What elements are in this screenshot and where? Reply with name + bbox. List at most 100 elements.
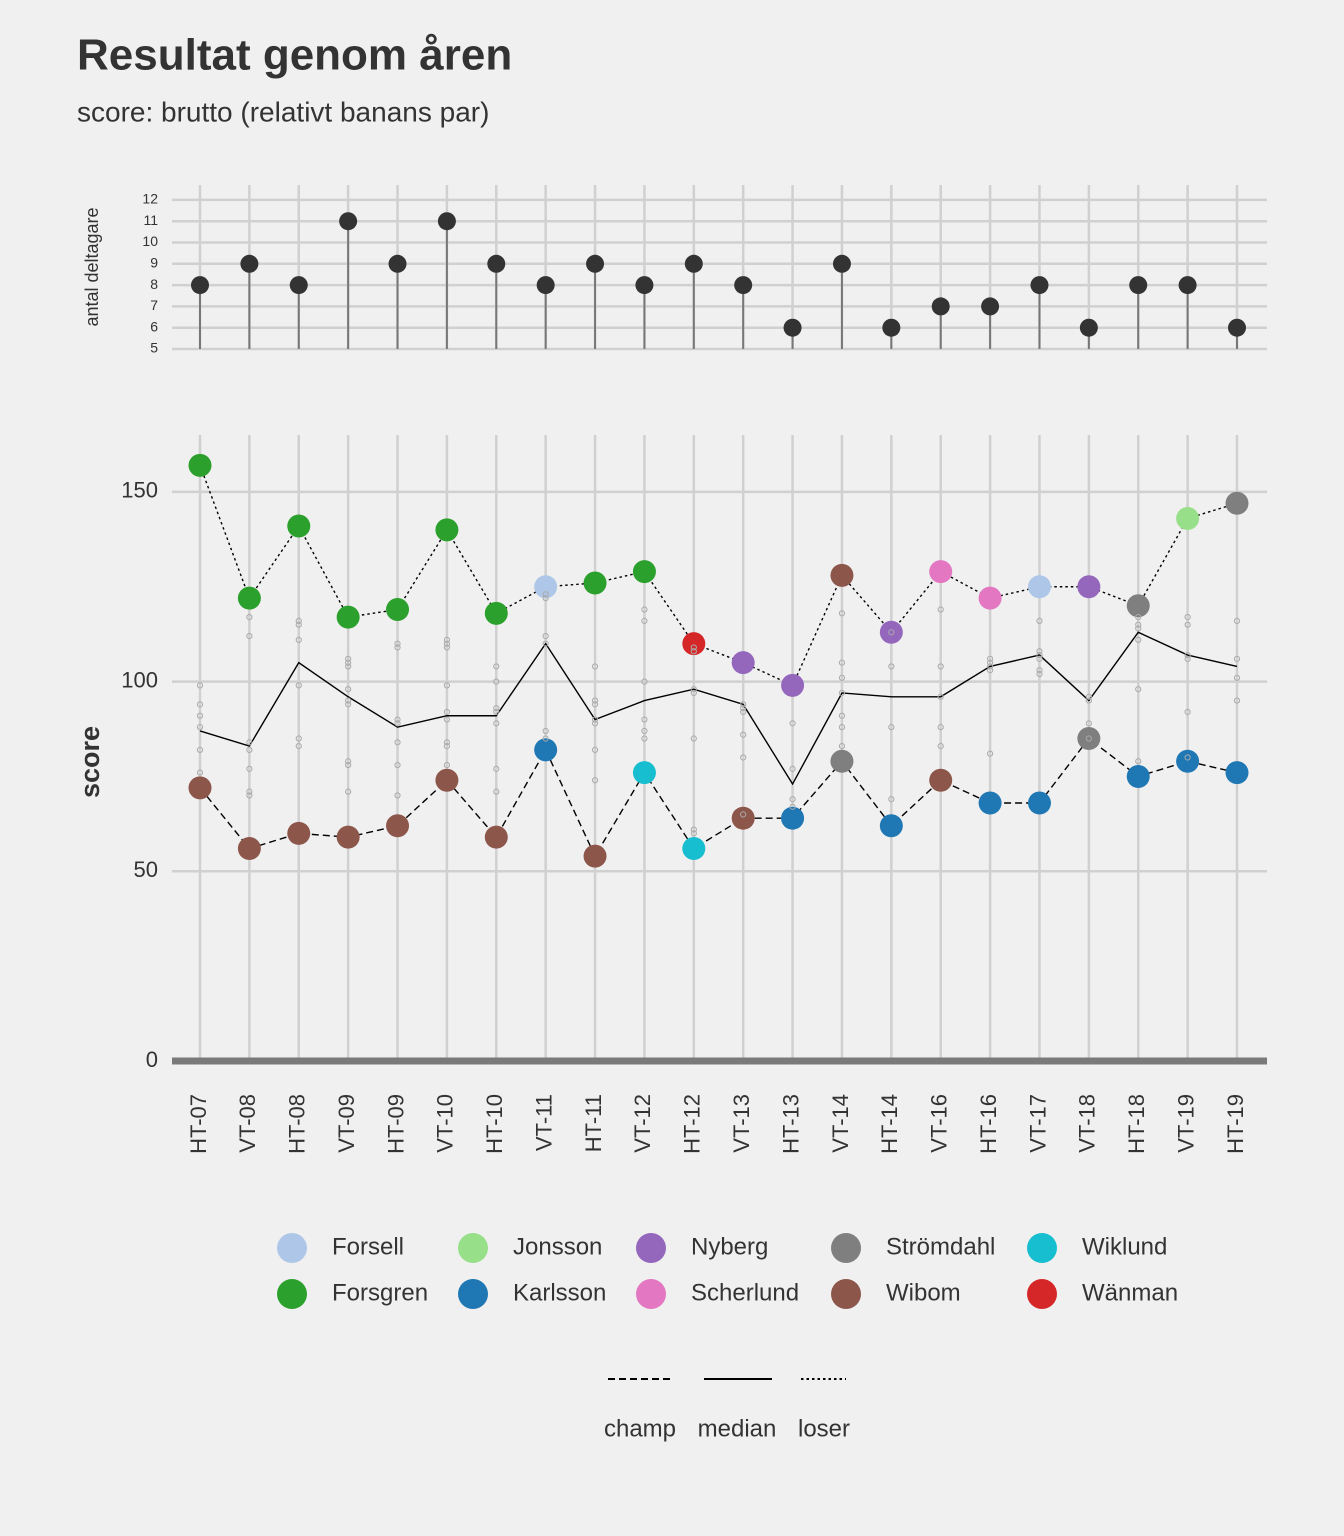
x-tick-label: VT-19 bbox=[1173, 1094, 1198, 1153]
y-axis-label: score bbox=[75, 726, 105, 798]
participant-point bbox=[641, 735, 648, 742]
legend-swatch bbox=[831, 1233, 861, 1263]
participant-point bbox=[345, 686, 352, 693]
y-tick-label: 5 bbox=[150, 340, 158, 356]
legend-swatch bbox=[458, 1233, 488, 1263]
participant-point bbox=[345, 697, 352, 704]
legend-label: Forsell bbox=[332, 1233, 404, 1260]
participant-point bbox=[246, 765, 253, 772]
participant-point bbox=[1184, 754, 1191, 761]
participant-point bbox=[295, 682, 302, 689]
legend-label: Karlsson bbox=[513, 1279, 606, 1306]
participant-point bbox=[542, 727, 549, 735]
x-tick-label: VT-18 bbox=[1075, 1094, 1100, 1153]
participant-point bbox=[345, 758, 352, 765]
point bbox=[931, 297, 950, 316]
player-point bbox=[731, 651, 755, 675]
participant-point bbox=[196, 701, 204, 708]
x-tick-label: VT-08 bbox=[235, 1094, 260, 1153]
participant-point bbox=[591, 746, 599, 753]
participant-point bbox=[740, 705, 747, 712]
point bbox=[783, 318, 802, 337]
point bbox=[734, 276, 753, 295]
player-point bbox=[781, 806, 805, 830]
participant-point bbox=[789, 803, 796, 810]
player-point bbox=[386, 598, 410, 622]
participant-point bbox=[1036, 667, 1043, 674]
y-tick-label: 150 bbox=[121, 478, 158, 503]
point bbox=[684, 254, 703, 273]
participant-point bbox=[345, 655, 352, 662]
legend-swatch bbox=[277, 1233, 307, 1263]
player-point bbox=[534, 738, 558, 762]
player-point bbox=[484, 825, 508, 849]
player-point bbox=[1126, 764, 1150, 788]
participant-point bbox=[986, 667, 994, 674]
y-tick-label: 6 bbox=[150, 318, 158, 334]
participant-point bbox=[789, 796, 796, 803]
player-point bbox=[534, 575, 558, 599]
participant-point bbox=[690, 830, 697, 837]
participant-point bbox=[740, 731, 747, 738]
legend-label: Wänman bbox=[1082, 1279, 1178, 1306]
player-point bbox=[386, 814, 410, 838]
legend-swatch bbox=[458, 1279, 488, 1309]
y-tick-label: 0 bbox=[146, 1047, 158, 1072]
participant-point bbox=[246, 746, 253, 753]
participant-point bbox=[1135, 758, 1142, 765]
point bbox=[536, 276, 555, 295]
legend-swatch bbox=[277, 1279, 307, 1309]
participant-point bbox=[740, 811, 747, 818]
player-point bbox=[731, 806, 755, 830]
participant-point bbox=[345, 701, 352, 708]
x-tick-label: HT-12 bbox=[680, 1094, 705, 1154]
y-tick-label: 11 bbox=[143, 212, 158, 228]
participant-point bbox=[1036, 617, 1043, 625]
player-point bbox=[1176, 749, 1200, 773]
participant-point bbox=[690, 686, 697, 693]
chart-subtitle: score: brutto (relativt banans par) bbox=[77, 96, 489, 127]
participant-point bbox=[443, 743, 451, 750]
x-tick-label: VT-09 bbox=[334, 1094, 359, 1153]
point bbox=[1178, 276, 1197, 295]
legend-label: median bbox=[698, 1415, 777, 1442]
participant-point bbox=[295, 621, 302, 628]
player-point bbox=[1126, 594, 1150, 618]
legend-label: Strömdahl bbox=[886, 1233, 995, 1260]
legend-label: Jonsson bbox=[513, 1233, 602, 1260]
point bbox=[586, 254, 605, 273]
participant-point bbox=[641, 678, 648, 685]
point bbox=[832, 254, 851, 273]
participant-point bbox=[1135, 625, 1142, 632]
player-point bbox=[830, 749, 854, 773]
participant-point bbox=[789, 765, 796, 772]
player-point bbox=[1027, 575, 1051, 599]
participant-point bbox=[1085, 693, 1092, 700]
player-point bbox=[484, 601, 508, 625]
legend-swatch bbox=[1027, 1279, 1057, 1309]
participant-point bbox=[937, 663, 944, 670]
participant-point bbox=[443, 716, 451, 723]
legend-swatch bbox=[1027, 1233, 1057, 1263]
participant-point bbox=[443, 739, 451, 746]
player-point bbox=[781, 673, 805, 697]
participant-point bbox=[493, 678, 500, 685]
x-tick-label: HT-11 bbox=[581, 1094, 606, 1152]
point bbox=[981, 297, 1000, 316]
x-tick-label: HT-07 bbox=[186, 1094, 211, 1154]
participant-point bbox=[345, 659, 352, 666]
participant-point bbox=[1184, 621, 1191, 628]
participant-point bbox=[740, 701, 747, 708]
participant-point bbox=[690, 689, 697, 697]
y-tick-label: 100 bbox=[121, 667, 158, 692]
player-point bbox=[879, 814, 903, 838]
point bbox=[1129, 276, 1148, 295]
participant-point bbox=[838, 659, 846, 666]
x-tick-label: VT-10 bbox=[433, 1094, 458, 1153]
point bbox=[635, 276, 654, 295]
player-point bbox=[435, 768, 459, 792]
series-line bbox=[199, 465, 1238, 687]
participant-point bbox=[345, 788, 352, 795]
participant-point bbox=[443, 682, 451, 689]
